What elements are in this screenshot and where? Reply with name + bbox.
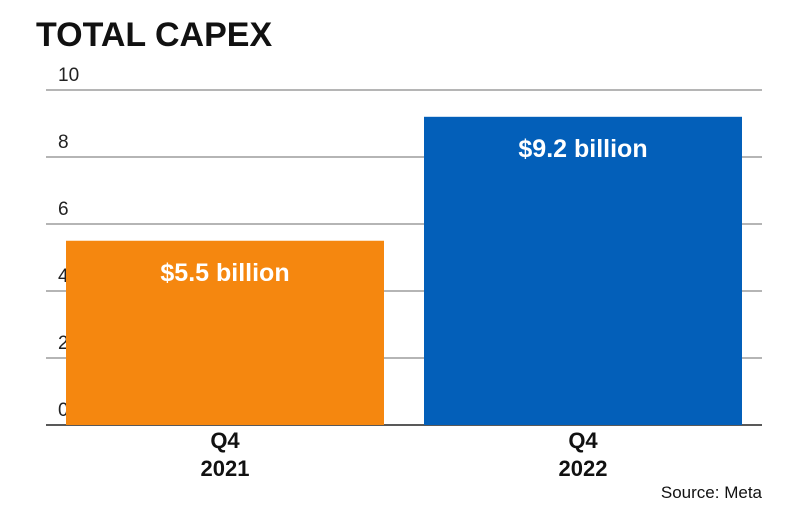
source-note: Source: Meta	[661, 483, 763, 502]
x-category-label: 2022	[559, 456, 608, 481]
y-tick-label: 2	[58, 333, 69, 354]
bar	[66, 240, 384, 425]
chart-title: TOTAL CAPEX	[36, 16, 272, 54]
y-tick-label: 6	[58, 199, 69, 220]
x-category-label: Q4	[568, 428, 598, 453]
x-category-labels: Q4 2021 Q4 2022	[201, 428, 608, 481]
y-tick-label: 4	[58, 266, 69, 287]
bar	[424, 116, 742, 426]
bars	[66, 116, 742, 426]
y-tick-label: 8	[58, 132, 69, 153]
bar-data-label: $9.2 billion	[518, 135, 647, 163]
x-category-label: Q4	[210, 428, 240, 453]
y-tick-label: 0	[58, 400, 69, 421]
x-category-label: 2021	[201, 456, 250, 481]
bar-data-label: $5.5 billion	[160, 259, 289, 287]
y-tick-labels: 0 2 4 6 8 10	[58, 65, 79, 421]
y-tick-label: 10	[58, 65, 79, 86]
bar-data-labels: $5.5 billion $9.2 billion	[160, 135, 647, 287]
